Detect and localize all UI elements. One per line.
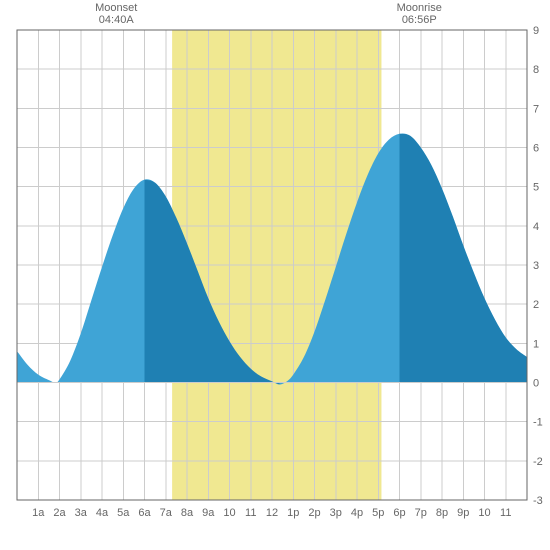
x-tick-label: 8a (181, 507, 194, 519)
x-tick-label: 4a (96, 507, 109, 519)
x-tick-label: 7p (415, 507, 427, 519)
y-tick-label: 8 (533, 64, 539, 76)
x-tick-label: 11 (500, 507, 511, 519)
x-tick-label: 3p (330, 507, 342, 519)
moonrise-annotation: Moonrise 06:56P (389, 2, 449, 26)
y-tick-label: -3 (533, 495, 543, 507)
x-tick-label: 5a (117, 507, 130, 519)
y-tick-label: -2 (533, 456, 543, 468)
y-tick-label: 2 (533, 299, 539, 311)
x-tick-label: 10 (223, 507, 235, 519)
x-tick-label: 6a (138, 507, 151, 519)
y-tick-label: 1 (533, 338, 539, 350)
x-tick-label: 5p (372, 507, 384, 519)
x-tick-label: 4p (351, 507, 363, 519)
y-tick-label: 3 (533, 260, 539, 272)
x-tick-label: 10 (478, 507, 490, 519)
x-tick-label: 9a (202, 507, 215, 519)
x-tick-label: 2a (53, 507, 66, 519)
moonset-label: Moonset (86, 2, 146, 14)
y-tick-label: -1 (533, 417, 543, 429)
moonrise-time: 06:56P (389, 14, 449, 26)
x-tick-label: 6p (393, 507, 405, 519)
y-tick-label: 5 (533, 182, 539, 194)
x-tick-label: 8p (436, 507, 448, 519)
moonset-annotation: Moonset 04:40A (86, 2, 146, 26)
x-tick-label: 11 (245, 507, 256, 519)
moonset-time: 04:40A (86, 14, 146, 26)
x-tick-label: 1p (287, 507, 299, 519)
chart-svg: -3-2-101234567891a2a3a4a5a6a7a8a9a101112… (0, 0, 550, 550)
moonrise-label: Moonrise (389, 2, 449, 14)
y-tick-label: 0 (533, 378, 539, 390)
y-tick-label: 9 (533, 25, 539, 37)
x-tick-label: 2p (308, 507, 320, 519)
tide-chart: Moonset 04:40A Moonrise 06:56P -3-2-1012… (0, 0, 550, 550)
y-tick-label: 4 (533, 221, 539, 233)
x-tick-label: 9p (457, 507, 469, 519)
x-tick-label: 1a (32, 507, 45, 519)
x-tick-label: 7a (160, 507, 173, 519)
x-tick-label: 3a (75, 507, 88, 519)
y-tick-label: 7 (533, 103, 539, 115)
y-tick-label: 6 (533, 143, 539, 155)
x-tick-label: 12 (266, 507, 278, 519)
